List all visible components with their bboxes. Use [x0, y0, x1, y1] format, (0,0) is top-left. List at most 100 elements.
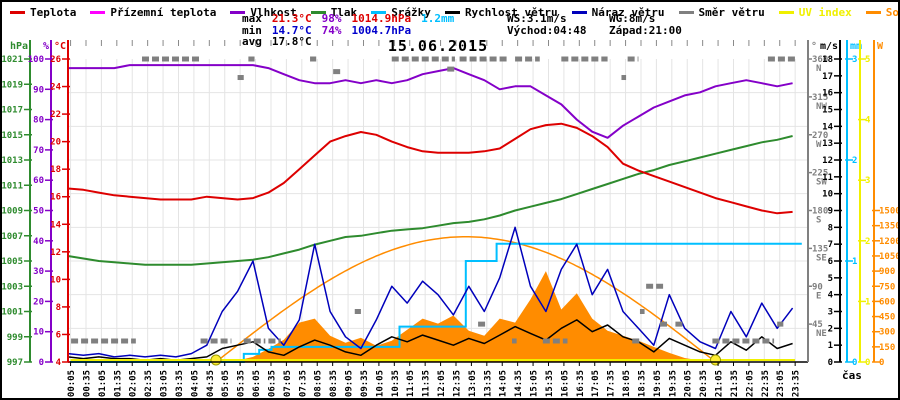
svg-text:09:35: 09:35: [360, 370, 370, 397]
svg-text:00:35: 00:35: [82, 370, 92, 397]
svg-text:3: 3: [865, 176, 870, 186]
series-solar-actual: [68, 271, 793, 362]
legend-swatch-tlak: [310, 11, 326, 14]
svg-text:05:05: 05:05: [221, 370, 231, 397]
svg-text:15: 15: [822, 106, 833, 116]
svg-text:02:05: 02:05: [129, 370, 139, 397]
svg-text:07:05: 07:05: [283, 370, 293, 397]
chart-legend: Teplota Přízemní teplota Vlhkost Tlak Srážky…: [10, 6, 898, 19]
svg-text:45: 45: [812, 320, 823, 330]
svg-text:6: 6: [828, 257, 833, 267]
svg-text:12:05: 12:05: [437, 370, 447, 397]
svg-text:100: 100: [28, 55, 44, 65]
svg-text:3: 3: [852, 55, 857, 65]
svg-text:180: 180: [812, 207, 828, 217]
legend-label-teplota: Teplota: [30, 6, 77, 19]
svg-text:%: %: [43, 41, 49, 52]
svg-text:18:05: 18:05: [622, 370, 632, 397]
svg-text:16: 16: [50, 193, 61, 203]
svg-text:40: 40: [33, 237, 44, 247]
legend-swatch-prizemni-teplota: [90, 11, 106, 14]
legend-item-vlhkost: Vlhkost: [230, 6, 297, 19]
svg-text:1015: 1015: [2, 131, 23, 141]
svg-text:16:05: 16:05: [560, 370, 570, 397]
svg-text:1: 1: [852, 257, 857, 267]
svg-text:17:05: 17:05: [591, 370, 601, 397]
svg-text:13:35: 13:35: [483, 370, 493, 397]
svg-text:hPa: hPa: [10, 41, 28, 52]
legend-label-naraz-vetru: Náraz větru: [591, 6, 665, 19]
svg-text:10:05: 10:05: [375, 370, 385, 397]
svg-text:06:05: 06:05: [252, 370, 262, 397]
legend-swatch-solar: [865, 11, 881, 14]
legend-label-uv-index: UV index: [798, 6, 852, 19]
series-humidity: [68, 64, 793, 139]
svg-text:12: 12: [822, 156, 833, 166]
svg-text:300: 300: [879, 328, 895, 338]
svg-text:8: 8: [56, 303, 61, 313]
legend-item-uv-index: UV index: [778, 6, 852, 19]
svg-text:900: 900: [879, 267, 895, 277]
svg-text:997: 997: [7, 358, 23, 368]
chart-date-title: 15.06.2015: [387, 37, 489, 55]
svg-text:°C: °C: [54, 41, 66, 52]
wind-stats-row: WS:3.1m/s WG:8m/s: [507, 13, 682, 25]
svg-text:00:05: 00:05: [67, 370, 77, 397]
x-axis-time: 00:05 00:35 01:05 01:35 02:05 02:35 03:05 03:35…: [67, 369, 862, 397]
svg-text:04:05: 04:05: [190, 370, 200, 397]
svg-text:21:05: 21:05: [715, 370, 725, 397]
svg-text:01:05: 01:05: [98, 370, 108, 397]
y-axis-uv: 5 4 3 2 1 0: [858, 40, 871, 368]
svg-text:05:35: 05:35: [237, 370, 247, 397]
svg-text:W: W: [816, 140, 822, 150]
svg-text:22:35: 22:35: [761, 370, 771, 397]
svg-text:7: 7: [828, 240, 833, 250]
svg-text:450: 450: [879, 313, 895, 323]
svg-text:1013: 1013: [2, 156, 23, 166]
svg-text:10:35: 10:35: [391, 370, 401, 397]
svg-text:70: 70: [33, 146, 44, 156]
svg-text:20:05: 20:05: [684, 370, 694, 397]
svg-text:1200: 1200: [879, 237, 900, 247]
svg-text:0: 0: [879, 358, 884, 368]
svg-text:1009: 1009: [2, 207, 23, 217]
svg-text:9: 9: [828, 207, 833, 217]
legend-swatch-teplota: [10, 11, 25, 14]
stats-max-row: max 21.3°C 98% 1014.9hPa 1.2mm: [242, 13, 464, 25]
svg-text:1003: 1003: [2, 282, 23, 292]
legend-item-rychlost-vetru: Rychlost větru: [444, 6, 558, 19]
svg-text:14:05: 14:05: [499, 370, 509, 397]
legend-item-tlak: Tlak: [310, 6, 357, 19]
svg-text:E: E: [816, 291, 821, 301]
legend-swatch-rychlost-vetru: [444, 11, 460, 14]
svg-text:23:05: 23:05: [776, 370, 786, 397]
svg-text:4: 4: [56, 358, 62, 368]
svg-text:90: 90: [812, 282, 823, 292]
svg-text:07:35: 07:35: [298, 370, 308, 397]
svg-text:06:35: 06:35: [267, 370, 277, 397]
max-pressure: 1014.9hPa: [351, 12, 412, 25]
svg-text:1021: 1021: [2, 55, 23, 65]
svg-text:4: 4: [828, 291, 834, 301]
svg-text:11: 11: [822, 173, 833, 183]
svg-text:360: 360: [812, 55, 828, 65]
svg-text:16: 16: [822, 89, 833, 99]
legend-label-srazky: Srážky: [391, 6, 431, 19]
svg-text:1007: 1007: [2, 232, 23, 242]
svg-text:14: 14: [822, 122, 833, 132]
svg-text:50: 50: [33, 207, 44, 217]
svg-text:11:35: 11:35: [422, 370, 432, 397]
svg-text:30: 30: [33, 267, 44, 277]
svg-text:17: 17: [822, 72, 833, 82]
svg-text:6: 6: [56, 330, 61, 340]
svg-text:°: °: [811, 41, 817, 52]
svg-text:10: 10: [50, 275, 61, 285]
svg-text:mm: mm: [850, 41, 862, 52]
min-temperature: 14.7°C: [271, 23, 312, 37]
svg-text:1011: 1011: [2, 181, 23, 191]
svg-text:17:35: 17:35: [607, 370, 617, 397]
svg-text:3: 3: [828, 308, 833, 318]
min-humidity: 74%: [321, 23, 342, 37]
